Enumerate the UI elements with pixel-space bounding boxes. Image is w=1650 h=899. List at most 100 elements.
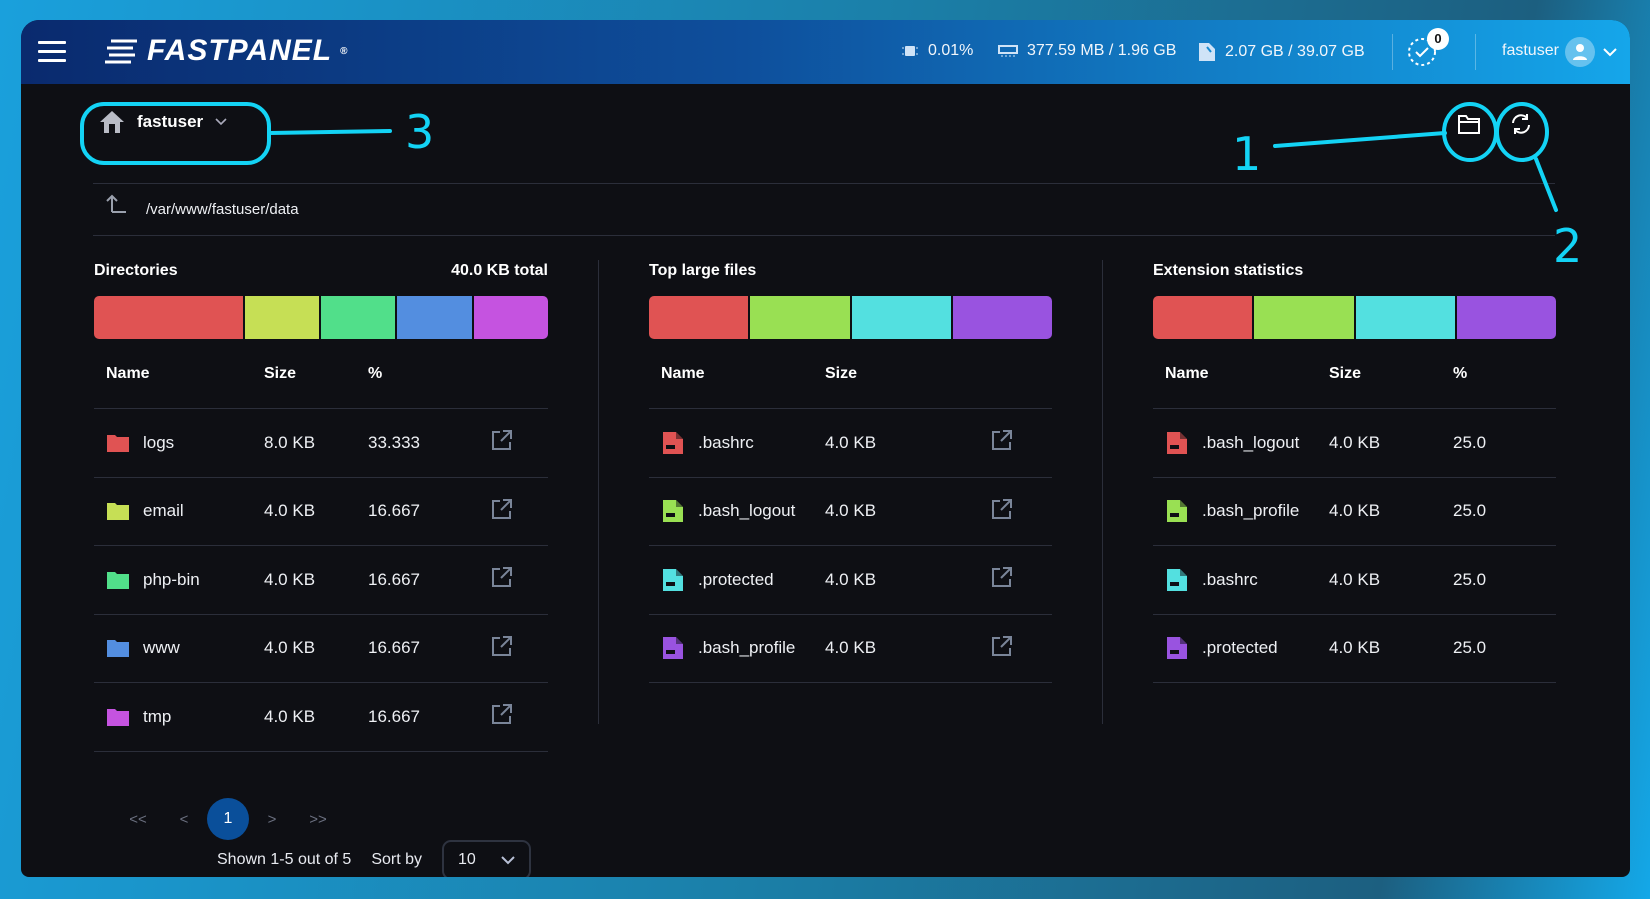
parent-dir-icon[interactable] <box>106 192 128 214</box>
disk-stat: 2.07 GB / 39.07 GB <box>1198 42 1365 62</box>
name-cell: logs <box>94 431 264 455</box>
table-row[interactable]: tmp 4.0 KB 16.667 <box>94 683 548 752</box>
chevron-down-icon <box>215 118 227 126</box>
divider <box>1475 34 1476 70</box>
table-row[interactable]: logs 8.0 KB 33.333 <box>94 409 548 478</box>
item-name[interactable]: www <box>143 638 180 658</box>
item-percent: 16.667 <box>368 569 420 589</box>
table-row[interactable]: php-bin 4.0 KB 16.667 <box>94 546 548 615</box>
item-size: 4.0 KB <box>825 569 877 589</box>
page-1-button[interactable]: 1 <box>207 798 249 840</box>
table-row[interactable]: email 4.0 KB 16.667 <box>94 478 548 546</box>
chevron-down-icon[interactable] <box>1603 47 1617 57</box>
item-name[interactable]: php-bin <box>143 569 200 589</box>
column-header-name[interactable]: Name <box>1165 364 1209 382</box>
bar-segment <box>952 296 1052 339</box>
column-header-size[interactable]: Size <box>825 364 858 382</box>
table-row[interactable]: .bashrc 4.0 KB <box>649 409 1052 478</box>
avatar[interactable] <box>1565 37 1595 67</box>
table-row[interactable]: .protected 4.0 KB <box>649 546 1052 615</box>
usage-bar <box>94 296 548 339</box>
table-row[interactable]: .bash_logout 4.0 KB <box>649 478 1052 546</box>
registered-mark: ® <box>340 45 349 57</box>
item-name[interactable]: email <box>143 501 184 521</box>
item-size: 4.0 KB <box>1329 501 1381 521</box>
item-name[interactable]: logs <box>143 432 175 452</box>
item-name[interactable]: .bash_profile <box>1202 501 1300 521</box>
open-button[interactable] <box>490 428 514 457</box>
open-external-icon <box>492 635 512 656</box>
cpu-icon <box>902 46 918 56</box>
name-cell: .bashrc <box>649 431 825 455</box>
name-cell: email <box>94 499 264 523</box>
item-name[interactable]: tmp <box>143 706 172 726</box>
item-name[interactable]: .bash_logout <box>1202 432 1300 452</box>
column-header-size[interactable]: Size <box>1329 364 1362 382</box>
pagination: << < 1 > >> <box>115 798 341 840</box>
item-name[interactable]: .bash_profile <box>698 638 796 658</box>
menu-icon[interactable] <box>38 41 66 63</box>
logo[interactable]: FASTPANEL ® <box>105 34 349 68</box>
last-page-button[interactable]: >> <box>309 810 327 828</box>
disk-icon <box>1199 43 1215 61</box>
item-size: 4.0 KB <box>825 501 877 521</box>
open-external-icon <box>992 567 1012 588</box>
table-row[interactable]: .bash_logout 4.0 KB 25.0 <box>1153 409 1556 478</box>
open-file-manager-button[interactable] <box>1449 104 1489 144</box>
column-header-name[interactable]: Name <box>661 364 705 382</box>
item-name[interactable]: .protected <box>1202 638 1278 658</box>
next-page-button[interactable]: > <box>267 810 277 828</box>
tasks-badge: 0 <box>1427 28 1449 50</box>
column-header-percent[interactable]: % <box>368 364 383 382</box>
item-size: 4.0 KB <box>264 638 316 658</box>
name-cell: .protected <box>1153 636 1329 660</box>
tasks-icon[interactable] <box>1406 36 1438 68</box>
column-header-name[interactable]: Name <box>106 364 150 382</box>
item-percent: 16.667 <box>368 706 420 726</box>
table-row[interactable]: .bash_profile 4.0 KB 25.0 <box>1153 478 1556 546</box>
item-name[interactable]: .bashrc <box>698 432 754 452</box>
open-button[interactable] <box>490 565 514 594</box>
item-name[interactable]: .protected <box>698 569 774 589</box>
item-percent: 16.667 <box>368 638 420 658</box>
item-name[interactable]: .bash_logout <box>698 501 796 521</box>
name-cell: php-bin <box>94 568 264 592</box>
usage-bar <box>1153 296 1556 339</box>
item-name[interactable]: .bashrc <box>1202 569 1258 589</box>
user-menu-name[interactable]: fastuser <box>1502 42 1559 59</box>
total-size: 40.0 KB total <box>451 262 548 279</box>
bar-segment <box>1456 296 1556 339</box>
table-row[interactable]: .protected 4.0 KB 25.0 <box>1153 615 1556 683</box>
divider <box>93 183 1555 184</box>
column-header-size[interactable]: Size <box>264 364 297 382</box>
item-percent: 33.333 <box>368 432 420 452</box>
open-button[interactable] <box>990 497 1014 526</box>
file-icon <box>663 431 683 454</box>
table-row[interactable]: .bash_profile 4.0 KB <box>649 615 1052 683</box>
open-button[interactable] <box>990 428 1014 457</box>
table-row[interactable]: www 4.0 KB 16.667 <box>94 615 548 683</box>
name-cell: .bashrc <box>1153 568 1329 592</box>
bar-segment <box>320 296 396 339</box>
first-page-button[interactable]: << <box>129 810 147 828</box>
current-path: /var/www/fastuser/data <box>146 201 299 218</box>
file-icon <box>1167 431 1187 454</box>
shown-count: Shown 1-5 out of 5 <box>217 851 352 868</box>
open-button[interactable] <box>490 497 514 526</box>
table-row[interactable]: .bashrc 4.0 KB 25.0 <box>1153 546 1556 615</box>
column-divider <box>598 260 599 724</box>
open-button[interactable] <box>490 634 514 663</box>
table-header: Name Size% <box>94 339 548 409</box>
open-button[interactable] <box>990 565 1014 594</box>
open-button[interactable] <box>990 634 1014 663</box>
bar-segment <box>851 296 951 339</box>
prev-page-button[interactable]: < <box>179 810 189 828</box>
file-icon <box>663 637 683 660</box>
refresh-button[interactable] <box>1501 104 1541 144</box>
user-select[interactable]: fastuser <box>99 110 227 134</box>
per-page-select[interactable]: 10 <box>442 840 531 877</box>
name-cell: tmp <box>94 705 264 729</box>
bar-segment <box>244 296 319 339</box>
open-button[interactable] <box>490 702 514 731</box>
column-header-percent[interactable]: % <box>1453 364 1468 382</box>
